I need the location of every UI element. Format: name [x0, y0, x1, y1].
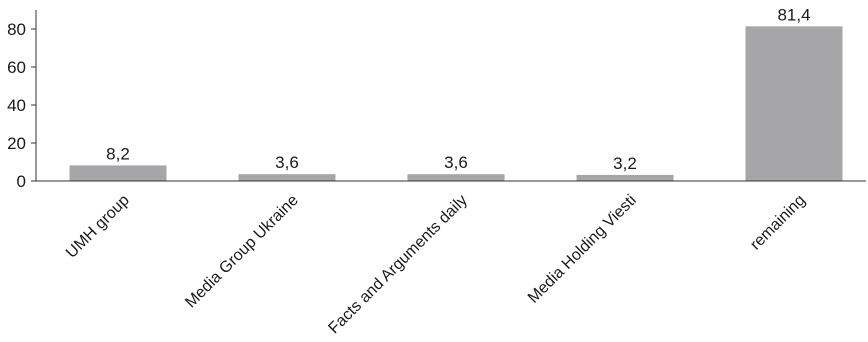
y-tick-label: 20 — [7, 134, 26, 153]
bar-value-label: 81,4 — [777, 5, 810, 24]
category-label: Media Holding Viesti — [525, 192, 640, 307]
category-labels: UMH group Media Group Ukraine Facts and Ar… — [63, 192, 809, 337]
category-label: remaining — [747, 192, 809, 254]
bar-value-label: 3,2 — [613, 154, 637, 173]
category-label: UMH group — [63, 192, 133, 262]
y-tick-label: 0 — [17, 172, 26, 191]
bar — [238, 174, 336, 181]
category-label: Facts and Arguments daily — [325, 192, 470, 337]
bars — [69, 26, 843, 182]
y-axis: 0 20 40 60 80 — [7, 20, 36, 191]
bar — [407, 174, 505, 181]
bar — [576, 174, 674, 181]
bar — [745, 26, 843, 182]
y-tick-label: 80 — [7, 20, 26, 39]
data-labels: 8,2 3,6 3,6 3,2 81,4 — [106, 5, 810, 173]
bar-value-label: 8,2 — [106, 144, 130, 163]
bar-value-label: 3,6 — [275, 153, 299, 172]
y-tick-label: 40 — [7, 96, 26, 115]
bar — [69, 165, 167, 181]
bar-value-label: 3,6 — [444, 153, 468, 172]
category-label: Media Group Ukraine — [182, 192, 302, 312]
y-tick-label: 60 — [7, 58, 26, 77]
